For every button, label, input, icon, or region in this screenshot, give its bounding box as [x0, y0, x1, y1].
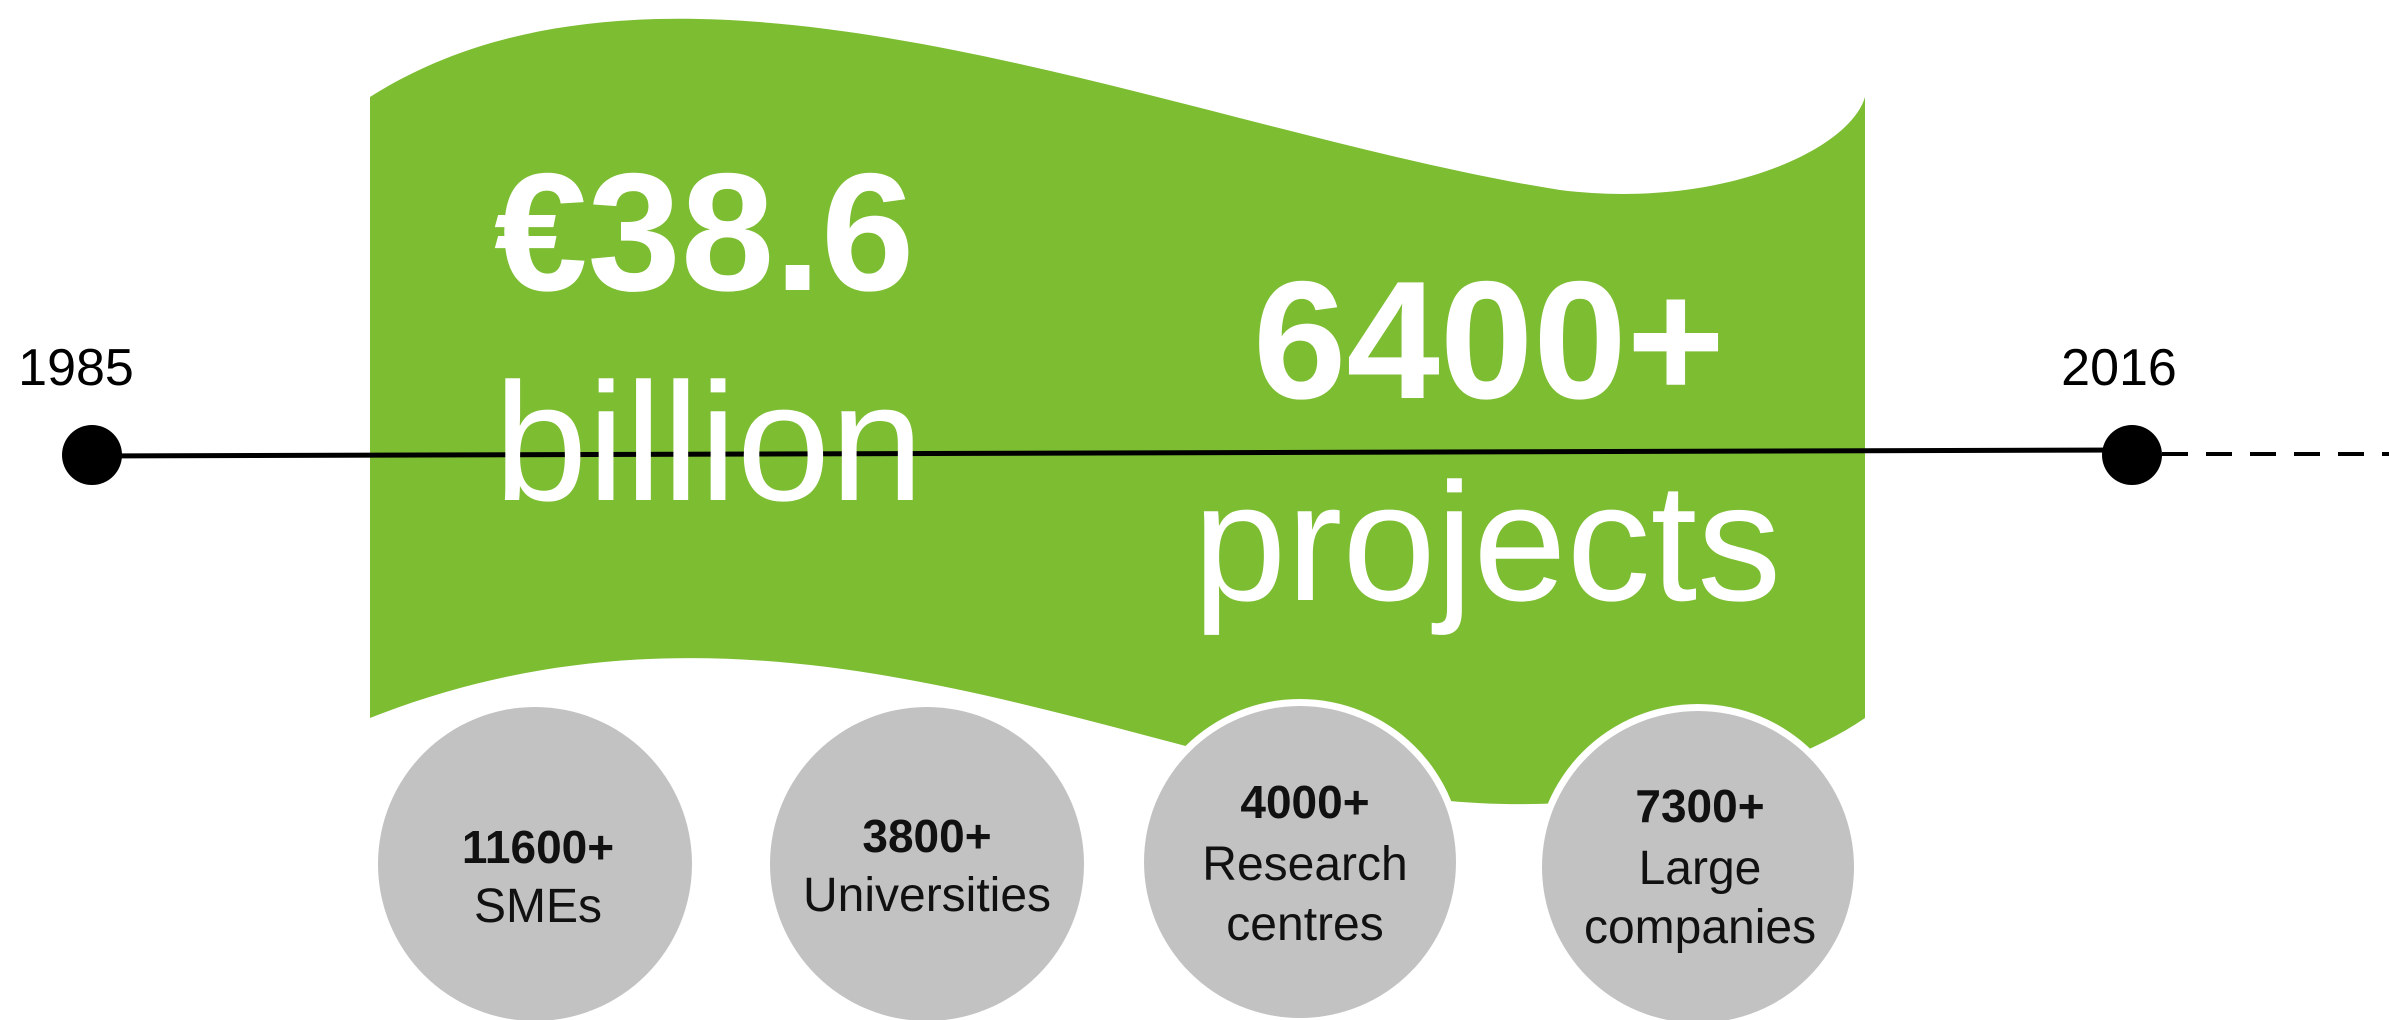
participant-circle — [1144, 706, 1456, 1018]
projects-count: 6400+ — [1253, 246, 1725, 434]
timeline-end-dot — [2102, 425, 2162, 485]
participant-research-centres: 4000+ Research centres — [1137, 699, 1463, 1020]
timeline-start-dot — [62, 425, 122, 485]
projects-label: projects — [1193, 448, 1781, 636]
timeline-line — [91, 447, 2133, 459]
participant-label-line2: centres — [1226, 898, 1383, 951]
participant-label: SMEs — [474, 880, 602, 933]
participant-universities: 3800+ Universities — [770, 707, 1084, 1020]
participant-circle — [770, 707, 1084, 1020]
participant-label-line1: Large — [1639, 842, 1762, 895]
green-banner — [370, 18, 1865, 805]
participant-smes: 11600+ SMEs — [378, 707, 692, 1020]
participant-circle — [1542, 711, 1854, 1020]
funding-unit: billion — [494, 348, 924, 536]
participant-circle — [378, 707, 692, 1020]
participant-count: 11600+ — [462, 821, 614, 873]
participant-count: 4000+ — [1240, 776, 1369, 828]
participant-count: 7300+ — [1635, 780, 1764, 832]
timeline-start-year: 1985 — [18, 339, 134, 397]
participant-label-line1: Research — [1202, 838, 1407, 891]
participant-count: 3800+ — [862, 810, 991, 862]
funding-amount: €38.6 — [494, 138, 914, 326]
timeline-end-year: 2016 — [2061, 339, 2177, 397]
participant-label-line2: companies — [1584, 901, 1816, 954]
participant-label: Universities — [803, 869, 1051, 922]
participant-large-companies: 7300+ Large companies — [1535, 704, 1861, 1020]
